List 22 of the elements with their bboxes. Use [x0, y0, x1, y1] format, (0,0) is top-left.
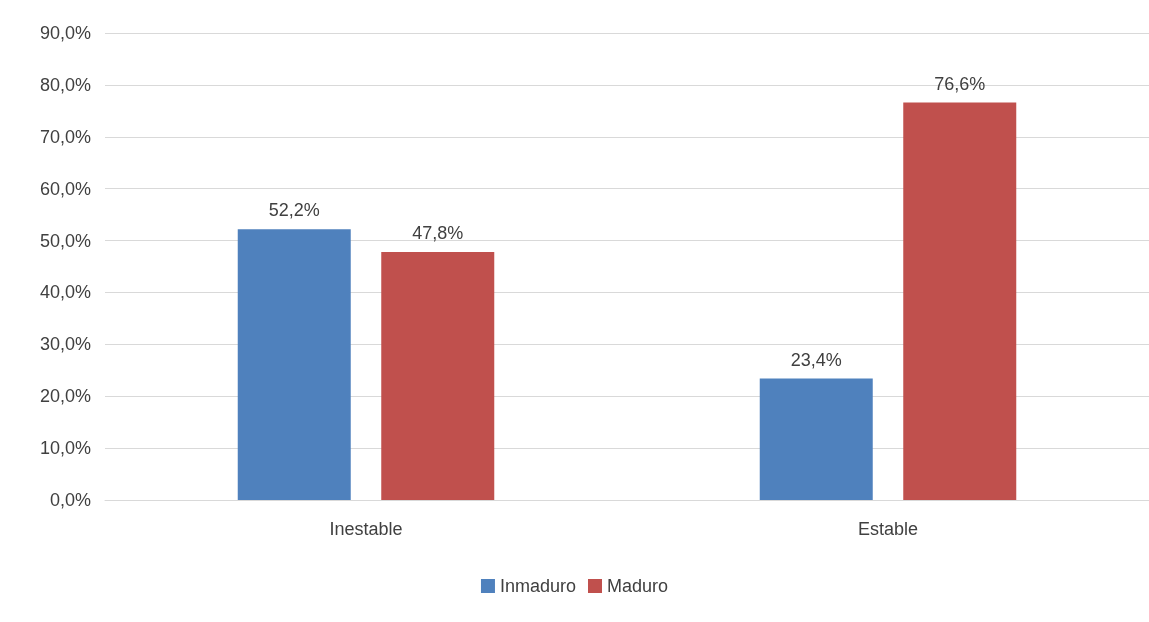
y-tick-label: 60,0%: [39, 178, 91, 199]
y-tick-label: 90,0%: [39, 23, 91, 43]
x-tick-label: Inestable: [329, 519, 403, 539]
y-tick-label: 30,0%: [39, 334, 91, 355]
bar: [237, 229, 351, 500]
y-tick-label: 70,0%: [39, 126, 91, 147]
bar: [381, 251, 495, 500]
y-tick-label: 10,0%: [39, 438, 91, 459]
data-label: 23,4%: [790, 349, 842, 370]
y-tick-label: 40,0%: [39, 282, 91, 303]
data-label: 52,2%: [268, 200, 320, 221]
legend-label: Maduro: [607, 576, 669, 596]
legend-label: Inmaduro: [499, 576, 577, 596]
bar: [903, 102, 1017, 500]
y-tick-label: 80,0%: [39, 74, 91, 95]
data-label: 76,6%: [934, 73, 986, 94]
y-tick-label: 0,0%: [49, 490, 91, 510]
y-tick-label: 20,0%: [39, 386, 91, 407]
y-tick-label: 50,0%: [39, 230, 91, 251]
x-tick-label: Estable: [857, 519, 919, 539]
bar: [759, 378, 873, 500]
data-label: 47,8%: [412, 222, 464, 243]
